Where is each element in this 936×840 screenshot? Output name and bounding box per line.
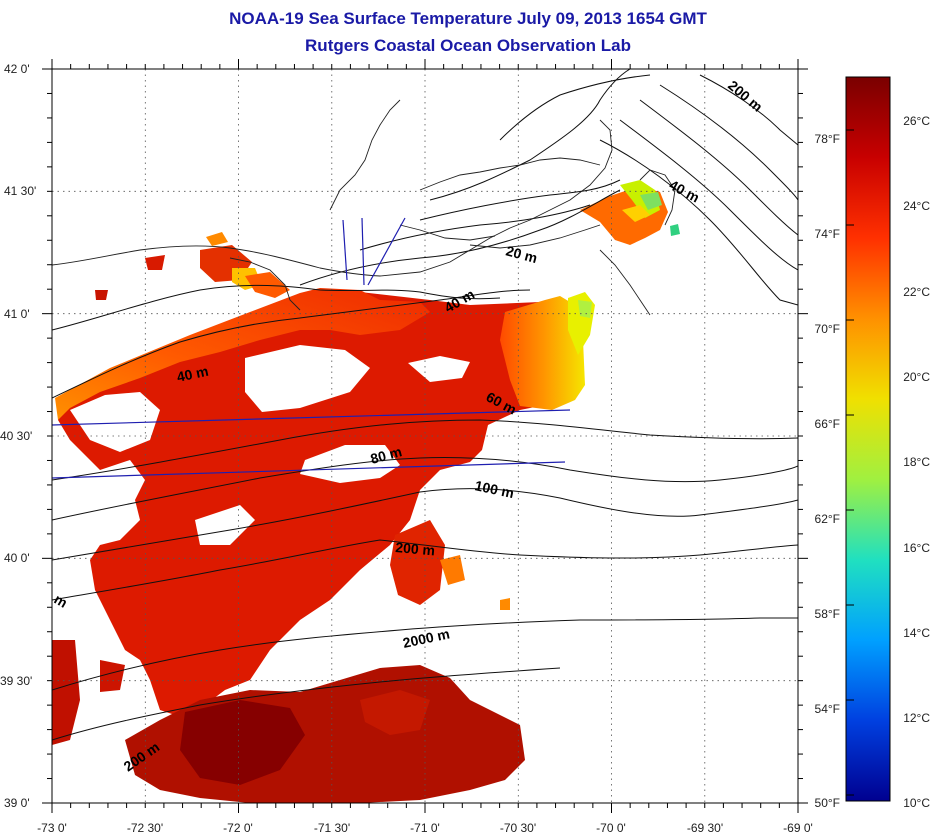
celsius-label: 10°C <box>903 796 930 810</box>
bathymetry-contours <box>52 69 798 741</box>
celsius-label: 18°C <box>903 455 930 469</box>
fahrenheit-label: 78°F <box>815 132 840 146</box>
lon-label: -70 0' <box>596 821 626 835</box>
colorbar-fahrenheit-labels: 78°F 74°F 70°F 66°F 62°F 58°F 54°F 50°F <box>815 132 840 810</box>
colorbar-celsius-labels: 26°C 24°C 22°C 20°C 18°C 16°C 14°C 12°C … <box>903 114 930 810</box>
fahrenheit-label: 58°F <box>815 607 840 621</box>
map-subtitle: Rutgers Coastal Ocean Observation Lab <box>305 36 631 55</box>
celsius-label: 12°C <box>903 711 930 725</box>
lon-label: -70 30' <box>500 821 536 835</box>
celsius-label: 24°C <box>903 199 930 213</box>
celsius-label: 26°C <box>903 114 930 128</box>
fahrenheit-label: 74°F <box>815 227 840 241</box>
fahrenheit-label: 62°F <box>815 512 840 526</box>
contour-label: 20 m <box>504 242 539 266</box>
lat-axis-labels: 42 0' 41 30' 41 0' 40 30' 40 0' 39 30' 3… <box>0 62 36 810</box>
fahrenheit-label: 66°F <box>815 417 840 431</box>
axis-ticks <box>42 59 808 813</box>
fahrenheit-label: 50°F <box>815 796 840 810</box>
contour-label: 40 m <box>175 363 210 385</box>
lat-label: 41 30' <box>4 184 36 198</box>
fahrenheit-label: 54°F <box>815 702 840 716</box>
lon-label: -73 0' <box>37 821 67 835</box>
lat-label: 40 0' <box>4 551 30 565</box>
contour-label: 200 m <box>395 539 436 558</box>
lat-label: 39 30' <box>0 674 32 688</box>
sst-field <box>52 180 680 803</box>
map-title: NOAA-19 Sea Surface Temperature July 09,… <box>229 9 707 28</box>
lat-label: 39 0' <box>4 796 30 810</box>
lon-label: -69 0' <box>783 821 813 835</box>
contour-label: 80 m <box>369 443 404 467</box>
lat-label: 42 0' <box>4 62 30 76</box>
lon-label: -71 0' <box>410 821 440 835</box>
lon-label: -72 0' <box>223 821 253 835</box>
celsius-label: 14°C <box>903 626 930 640</box>
celsius-label: 20°C <box>903 370 930 384</box>
lon-label: -71 30' <box>314 821 350 835</box>
lat-label: 41 0' <box>4 307 30 321</box>
lon-axis-labels: -73 0' -72 30' -72 0' -71 30' -71 0' -70… <box>37 821 813 835</box>
colorbar <box>845 76 891 802</box>
lon-label: -69 30' <box>687 821 723 835</box>
coastline <box>52 99 676 316</box>
lon-label: -72 30' <box>127 821 163 835</box>
cable-lines <box>52 217 571 479</box>
celsius-label: 22°C <box>903 285 930 299</box>
celsius-label: 16°C <box>903 541 930 555</box>
lat-label: 40 30' <box>0 429 32 443</box>
fahrenheit-label: 70°F <box>815 322 840 336</box>
